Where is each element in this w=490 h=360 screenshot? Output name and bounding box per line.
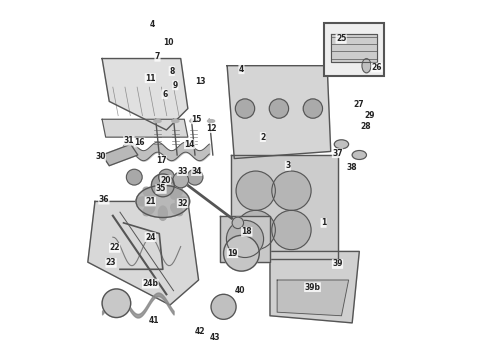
Text: 39b: 39b	[304, 283, 320, 292]
Polygon shape	[102, 119, 188, 137]
Text: 24b: 24b	[142, 279, 158, 288]
Circle shape	[235, 99, 255, 118]
Ellipse shape	[362, 59, 371, 73]
Text: 38: 38	[346, 163, 357, 172]
Text: 6: 6	[162, 90, 167, 99]
Text: 27: 27	[354, 100, 364, 109]
Ellipse shape	[172, 120, 179, 122]
Ellipse shape	[154, 120, 161, 122]
Circle shape	[272, 171, 311, 210]
Ellipse shape	[175, 197, 190, 206]
Circle shape	[236, 171, 275, 210]
Circle shape	[187, 169, 203, 185]
Polygon shape	[231, 155, 338, 258]
Ellipse shape	[143, 204, 155, 216]
Text: 24: 24	[145, 233, 156, 242]
Text: 26: 26	[371, 63, 382, 72]
Text: 17: 17	[156, 156, 167, 165]
Text: 30: 30	[95, 152, 105, 161]
Text: 39: 39	[332, 260, 343, 269]
Text: 16: 16	[134, 138, 145, 147]
Text: 14: 14	[184, 140, 195, 149]
Text: 29: 29	[365, 111, 375, 120]
Text: 42: 42	[195, 327, 206, 336]
Text: 36: 36	[98, 195, 109, 204]
Circle shape	[303, 99, 322, 118]
Text: 35: 35	[156, 184, 166, 193]
Circle shape	[270, 99, 289, 118]
Polygon shape	[227, 66, 331, 158]
Circle shape	[223, 235, 259, 271]
Polygon shape	[102, 144, 138, 166]
Text: 15: 15	[192, 115, 202, 124]
Circle shape	[272, 210, 311, 249]
Ellipse shape	[171, 204, 183, 216]
Text: 25: 25	[336, 35, 346, 44]
Circle shape	[102, 289, 131, 318]
Text: 21: 21	[145, 197, 156, 206]
Ellipse shape	[158, 206, 167, 220]
Bar	[323, 23, 384, 76]
Ellipse shape	[207, 120, 215, 122]
Text: 37: 37	[332, 149, 343, 158]
Circle shape	[151, 174, 174, 197]
Circle shape	[159, 169, 174, 185]
Text: 8: 8	[169, 67, 174, 76]
Text: 18: 18	[242, 227, 252, 236]
Ellipse shape	[136, 185, 190, 217]
Text: 13: 13	[195, 77, 206, 86]
Polygon shape	[331, 33, 377, 62]
Polygon shape	[102, 59, 188, 130]
Ellipse shape	[171, 187, 183, 199]
Text: 20: 20	[160, 176, 171, 185]
Text: 4: 4	[149, 20, 155, 29]
Ellipse shape	[158, 183, 167, 197]
Circle shape	[236, 210, 275, 249]
Text: 4: 4	[239, 65, 244, 74]
Text: 7: 7	[155, 52, 160, 61]
Text: 34: 34	[192, 167, 202, 176]
Ellipse shape	[190, 120, 197, 122]
Text: 10: 10	[163, 38, 173, 47]
Text: 12: 12	[206, 124, 216, 133]
Text: 11: 11	[145, 74, 156, 83]
Text: 19: 19	[227, 249, 238, 258]
Text: 32: 32	[177, 199, 188, 208]
Ellipse shape	[334, 140, 348, 149]
Text: 33: 33	[177, 167, 188, 176]
Polygon shape	[88, 202, 198, 305]
Polygon shape	[277, 280, 348, 316]
Ellipse shape	[143, 187, 155, 199]
Text: 1: 1	[321, 219, 326, 228]
Text: 23: 23	[106, 258, 116, 267]
Circle shape	[173, 172, 189, 188]
Text: 9: 9	[172, 81, 178, 90]
Text: 28: 28	[361, 122, 371, 131]
Text: 2: 2	[260, 132, 266, 141]
Text: 31: 31	[123, 136, 134, 145]
Ellipse shape	[352, 150, 367, 159]
Text: 22: 22	[109, 243, 120, 252]
Text: 43: 43	[209, 333, 220, 342]
Circle shape	[211, 294, 236, 319]
Text: 3: 3	[285, 161, 291, 170]
Text: 41: 41	[148, 315, 159, 324]
Circle shape	[226, 220, 264, 257]
Text: 40: 40	[234, 286, 245, 295]
Polygon shape	[270, 251, 359, 323]
Circle shape	[232, 217, 244, 229]
Polygon shape	[220, 216, 270, 262]
Circle shape	[126, 169, 142, 185]
Ellipse shape	[136, 197, 150, 206]
